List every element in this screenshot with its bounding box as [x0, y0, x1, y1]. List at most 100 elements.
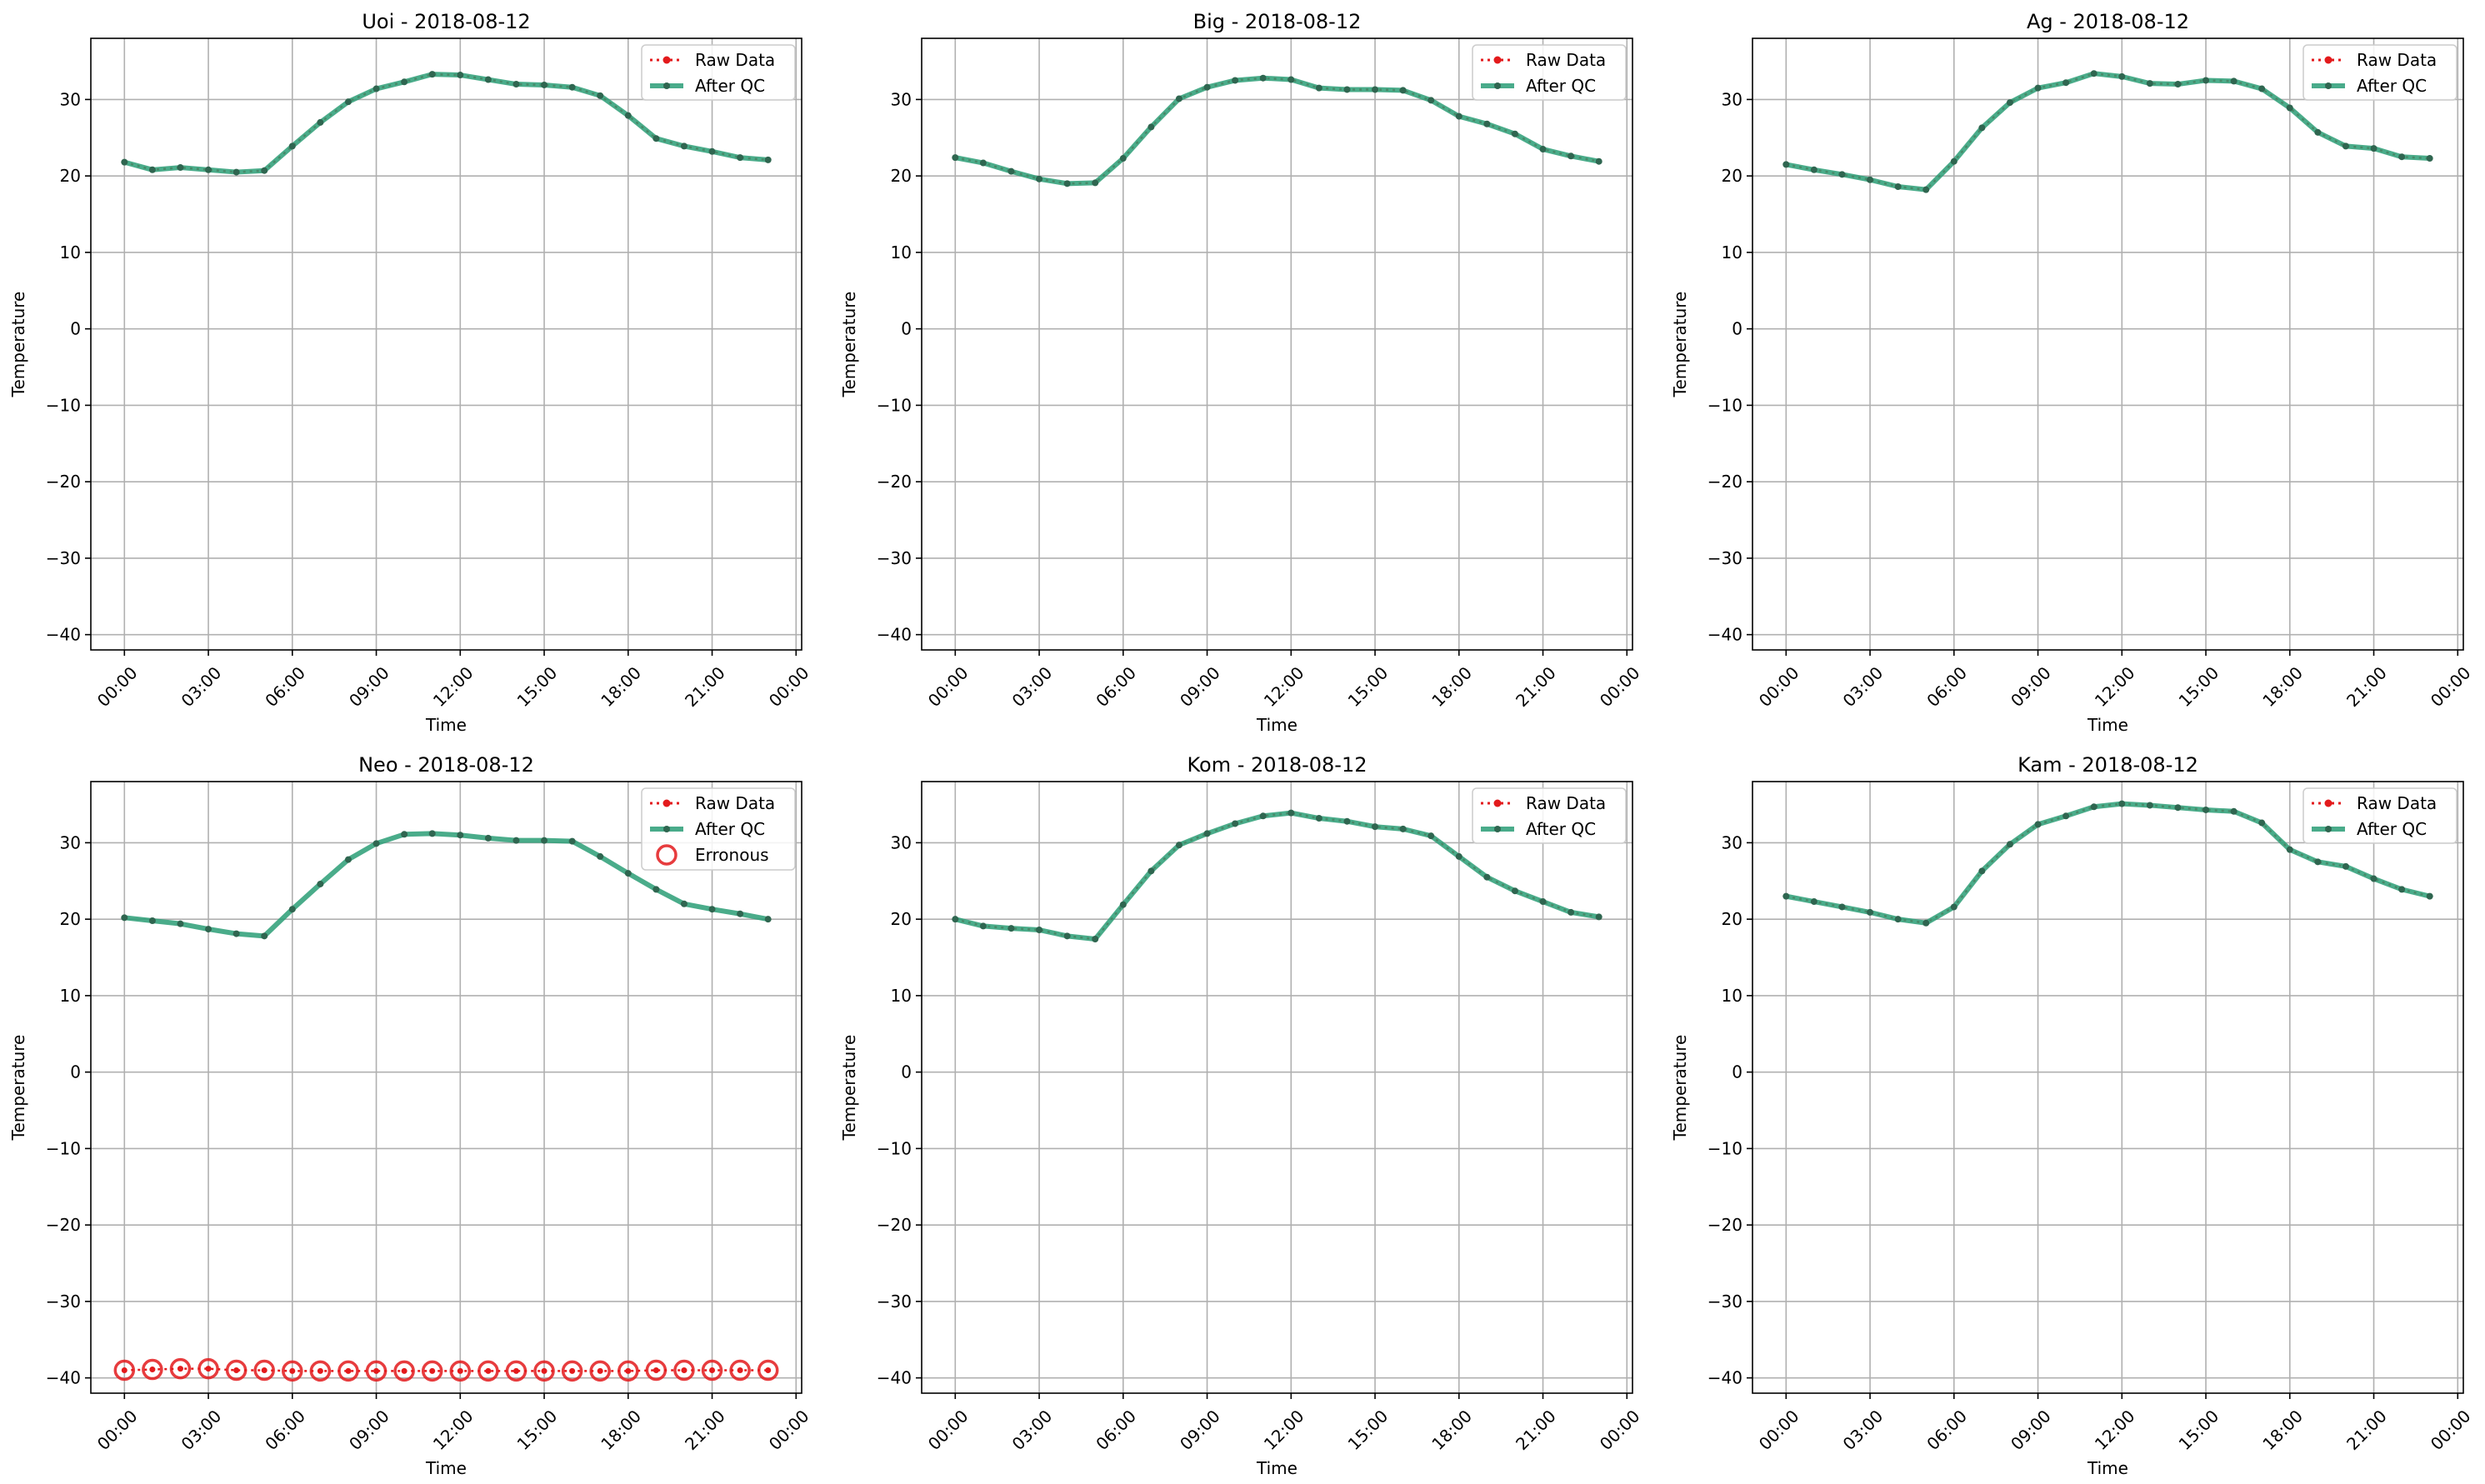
raw-data-point — [177, 1366, 183, 1372]
x-tick-label: 09:00 — [1176, 1406, 1224, 1454]
after-qc-point — [1343, 817, 1351, 825]
x-tick-label: 06:00 — [261, 1406, 309, 1454]
after-qc-line — [954, 810, 1600, 942]
erroneous-marker — [589, 1360, 611, 1382]
after-qc-point — [2062, 79, 2070, 87]
after-qc-point — [1428, 97, 1435, 104]
after-qc-point — [401, 78, 408, 86]
after-qc-point — [2146, 80, 2153, 87]
y-tick-label: −20 — [877, 472, 912, 492]
y-tick-label: 10 — [60, 986, 81, 1006]
raw-data-point — [121, 1367, 128, 1373]
legend-raw-marker — [662, 56, 671, 64]
y-tick-label: −40 — [1708, 1368, 1742, 1388]
x-axis-label: Time — [1256, 1458, 1298, 1478]
subplot-3: 00:00 03:00 06:00 09:00 12:00 15:00 18:00 21:00… — [1670, 10, 2475, 735]
after-qc-point — [484, 834, 492, 842]
legend-raw-marker — [2324, 799, 2332, 807]
raw-data-point — [457, 1367, 463, 1374]
x-tick-label: 15:00 — [1344, 1406, 1392, 1454]
x-tick-label: 09:00 — [2007, 662, 2055, 711]
after-qc-point — [2286, 846, 2293, 853]
after-qc-point — [2314, 128, 2322, 136]
subplot-5: 00:00 03:00 06:00 09:00 12:00 15:00 18:00 21:00… — [839, 753, 1644, 1478]
after-qc-point — [979, 159, 987, 167]
after-qc-point — [205, 166, 212, 173]
after-qc-point — [1428, 832, 1435, 840]
after-qc-point — [1315, 815, 1322, 822]
erroneous-marker — [421, 1360, 443, 1382]
after-qc-point — [232, 168, 240, 176]
after-qc-point — [1036, 175, 1043, 182]
after-qc-point — [1810, 898, 1818, 906]
raw-data-point — [681, 1367, 688, 1373]
subplot-6: 00:00 03:00 06:00 09:00 12:00 15:00 18:00 21:00… — [1670, 753, 2475, 1478]
y-tick-label: 20 — [891, 166, 912, 186]
x-axis-label: Time — [1256, 715, 1298, 735]
after-qc-point — [1978, 867, 1986, 875]
chart-title: Big - 2018-08-12 — [1193, 10, 1362, 33]
after-qc-point — [288, 906, 296, 913]
legend-error-marker — [656, 844, 678, 866]
chart-title: Kam - 2018-08-12 — [2018, 753, 2198, 777]
x-tick-label: 03:00 — [1839, 662, 1888, 711]
after-qc-point — [457, 72, 464, 79]
y-tick-label: 0 — [901, 1062, 912, 1082]
y-tick-label: −20 — [1708, 1215, 1742, 1235]
y-tick-label: −10 — [1708, 1138, 1742, 1158]
y-tick-label: −30 — [877, 1292, 912, 1312]
x-tick-label: 12:00 — [1260, 662, 1308, 711]
after-qc-point — [541, 837, 548, 844]
after-qc-point — [1483, 873, 1491, 881]
legend-qc-label: After QC — [695, 76, 765, 96]
y-tick-label: 30 — [1722, 832, 1742, 852]
x-tick-label: 18:00 — [2258, 1406, 2307, 1454]
x-tick-label: 00:00 — [765, 662, 813, 711]
legend-qc-marker — [1494, 826, 1501, 832]
after-qc-point — [1511, 130, 1518, 137]
after-qc-point — [1036, 926, 1043, 933]
after-qc-point — [1259, 812, 1267, 820]
x-tick-label: 09:00 — [345, 1406, 393, 1454]
y-tick-label: 30 — [60, 832, 81, 852]
after-qc-point — [2230, 77, 2238, 85]
x-tick-label: 00:00 — [924, 662, 972, 711]
y-tick-label: −40 — [46, 625, 81, 645]
after-qc-point — [1950, 157, 1958, 165]
raw-data-point — [289, 1367, 296, 1374]
after-qc-point — [512, 837, 520, 844]
after-qc-point — [428, 830, 436, 837]
after-qc-point — [1810, 166, 1818, 173]
after-qc-point — [317, 880, 324, 887]
raw-data-line — [124, 1367, 768, 1372]
x-tick-label: 15:00 — [1344, 662, 1392, 711]
after-qc-point — [401, 831, 408, 838]
raw-data-point — [373, 1367, 380, 1374]
after-qc-point — [121, 914, 128, 922]
y-tick-label: 20 — [60, 166, 81, 186]
legend-raw-marker — [662, 799, 671, 807]
after-qc-point — [428, 71, 436, 78]
x-tick-label: 18:00 — [597, 662, 645, 711]
x-tick-label: 00:00 — [765, 1406, 813, 1454]
after-qc-point — [1203, 830, 1211, 837]
x-tick-label: 00:00 — [1596, 1406, 1644, 1454]
x-tick-label: 00:00 — [1755, 662, 1803, 711]
x-tick-label: 06:00 — [1922, 1406, 1971, 1454]
after-qc-point — [1119, 901, 1127, 908]
after-qc-point — [2146, 802, 2153, 809]
after-qc-point — [261, 167, 268, 174]
after-qc-point — [121, 158, 128, 166]
after-qc-point — [1838, 903, 1846, 911]
after-qc-point — [2034, 821, 2042, 828]
legend: Raw Data After QC Erronous — [641, 787, 796, 871]
after-qc-point — [1568, 152, 1575, 160]
after-qc-point — [1288, 809, 1295, 817]
y-tick-label: 10 — [60, 242, 81, 262]
after-qc-point — [1455, 112, 1462, 120]
y-tick-label: 0 — [1732, 1062, 1742, 1082]
after-qc-point — [1455, 852, 1462, 860]
raw-data-point — [765, 1367, 772, 1373]
x-axis-label: Time — [2087, 1458, 2128, 1478]
y-tick-label: −20 — [46, 472, 81, 492]
